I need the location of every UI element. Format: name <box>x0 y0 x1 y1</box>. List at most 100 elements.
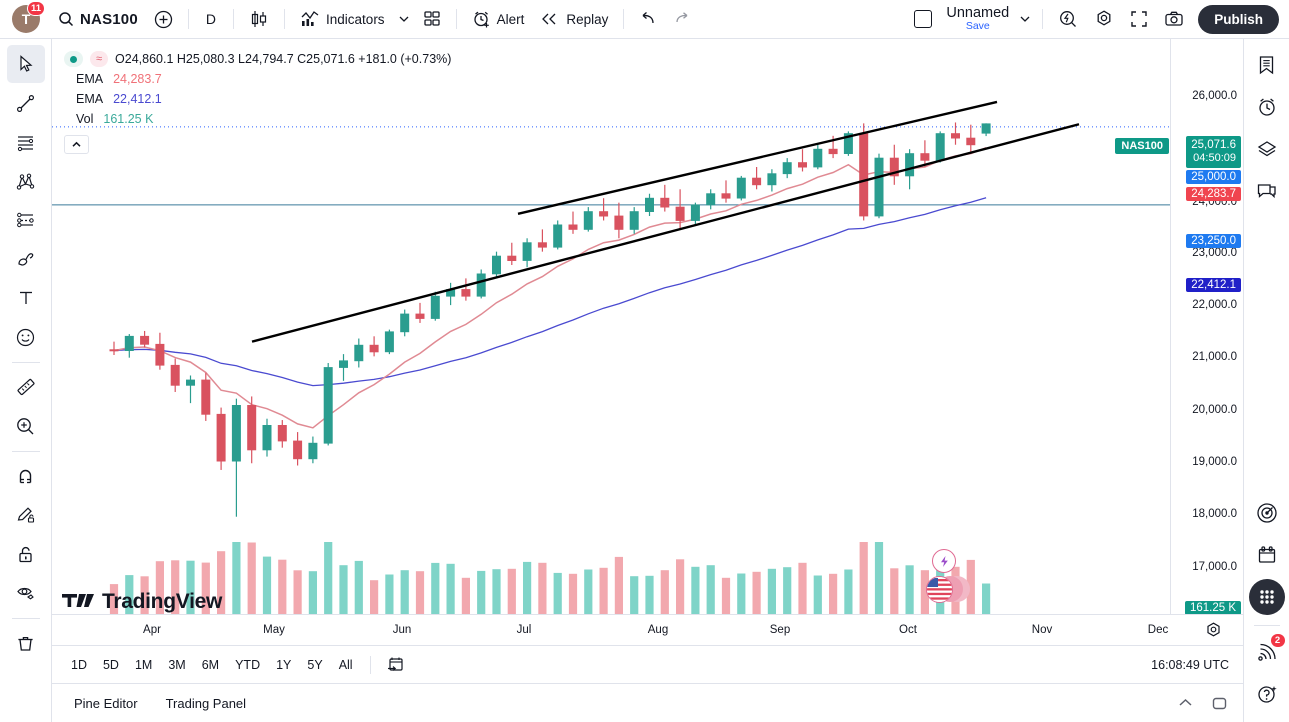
timeframe-1y[interactable]: 1Y <box>276 657 292 672</box>
candle-body[interactable] <box>124 335 134 351</box>
timeframe-ytd[interactable]: YTD <box>235 657 261 672</box>
candle-body[interactable] <box>323 367 333 444</box>
candle-body[interactable] <box>599 211 609 217</box>
candle-body[interactable] <box>889 157 899 177</box>
candle-body[interactable] <box>843 133 853 154</box>
timeframe-all[interactable]: All <box>338 657 353 672</box>
candle-body[interactable] <box>614 215 624 230</box>
candle-body[interactable] <box>706 193 716 206</box>
candle-body[interactable] <box>859 133 869 217</box>
legend-ohlc-row[interactable]: ≈ O24,860.1 H25,080.3 L24,794.7 C25,071.… <box>64 49 451 69</box>
legend-ema-fast-row[interactable]: EMA 24,283.7 <box>64 69 451 89</box>
lock-drawings-button[interactable] <box>7 535 45 573</box>
redo-button[interactable] <box>665 5 699 33</box>
indicators-dropdown-button[interactable] <box>393 5 415 33</box>
candle-body[interactable] <box>553 224 563 248</box>
add-symbol-button[interactable] <box>146 5 181 33</box>
layout-save-link[interactable]: Save <box>965 20 990 33</box>
candle-body[interactable] <box>537 242 547 248</box>
candle-body[interactable] <box>966 137 976 146</box>
help-button[interactable] <box>1249 676 1285 712</box>
snapshot-button[interactable] <box>1156 5 1192 33</box>
legend-volume-row[interactable]: Vol 161.25 K <box>64 109 451 129</box>
candle-body[interactable] <box>905 153 915 177</box>
chart-badges[interactable] <box>926 549 970 603</box>
candle-body[interactable] <box>491 255 501 275</box>
timeframe-6m[interactable]: 6M <box>201 657 220 672</box>
candle-body[interactable] <box>430 295 440 319</box>
legend-ema-slow-row[interactable]: EMA 22,412.1 <box>64 89 451 109</box>
horizontal-line-tag[interactable]: 25,000.0 <box>1186 170 1241 184</box>
alert-button[interactable]: Alert <box>464 5 533 33</box>
chart-clock[interactable]: 16:08:49 UTC <box>1151 657 1229 672</box>
fib-retracement-tool-button[interactable] <box>7 123 45 161</box>
apps-button[interactable] <box>1248 579 1285 615</box>
ideas-button[interactable] <box>1249 495 1285 531</box>
layout-select-button[interactable] <box>906 5 940 33</box>
notifications-button[interactable]: 2 <box>1249 633 1286 670</box>
measure-tool-button[interactable] <box>7 368 45 406</box>
candle-body[interactable] <box>201 379 211 415</box>
candle-body[interactable] <box>981 123 991 134</box>
timeframe-5y[interactable]: 5Y <box>307 657 323 672</box>
templates-button[interactable] <box>415 5 449 33</box>
emoji-tool-button[interactable] <box>7 318 45 356</box>
candle-body[interactable] <box>109 349 119 352</box>
hide-drawings-button[interactable] <box>7 574 45 612</box>
legend-collapse-button[interactable] <box>64 135 89 154</box>
price-chart[interactable] <box>52 39 1171 614</box>
candle-body[interactable] <box>293 440 303 460</box>
volume-tag[interactable]: 161.25 K <box>1184 601 1241 615</box>
chart-pane[interactable]: TradingView <box>52 39 1171 614</box>
user-avatar[interactable]: T 11 <box>12 1 45 33</box>
publish-button[interactable]: Publish <box>1198 4 1279 34</box>
timeframe-1d[interactable]: 1D <box>71 657 87 672</box>
candle-body[interactable] <box>140 335 150 345</box>
timeframe-3m[interactable]: 3M <box>168 657 186 672</box>
candle-body[interactable] <box>920 153 930 161</box>
candle-body[interactable] <box>583 211 593 230</box>
candle-body[interactable] <box>476 273 486 297</box>
watchlist-button[interactable] <box>1249 47 1285 83</box>
remove-drawings-button[interactable] <box>7 624 45 662</box>
candle-body[interactable] <box>185 379 195 386</box>
zoom-tool-button[interactable] <box>7 407 45 445</box>
lightning-badge-icon[interactable] <box>932 549 956 573</box>
candle-body[interactable] <box>935 133 945 161</box>
goto-date-button[interactable] <box>379 652 412 677</box>
candle-body[interactable] <box>507 255 517 262</box>
candle-body[interactable] <box>400 313 410 333</box>
chart-type-button[interactable] <box>241 5 277 33</box>
time-axis-settings-button[interactable] <box>1204 621 1223 640</box>
candle-body[interactable] <box>645 197 655 212</box>
candle-body[interactable] <box>568 224 578 230</box>
ema-fast-tag[interactable]: 24,283.7 <box>1186 187 1241 201</box>
maximize-panel-button[interactable] <box>1205 690 1233 716</box>
candle-body[interactable] <box>813 148 823 168</box>
pine-editor-tab[interactable]: Pine Editor <box>74 695 138 711</box>
time-axis[interactable]: Apr May Jun Jul Aug Sep Oct Nov Dec <box>52 614 1243 646</box>
candle-body[interactable] <box>354 344 364 362</box>
candle-body[interactable] <box>828 148 838 155</box>
quick-search-button[interactable] <box>1050 5 1086 33</box>
alerts-panel-button[interactable] <box>1249 89 1285 125</box>
timeframe-5d[interactable]: 5D <box>102 657 119 672</box>
candle-body[interactable] <box>155 343 165 366</box>
indicators-button[interactable]: Indicators <box>292 5 393 33</box>
stay-in-drawing-mode-button[interactable] <box>7 496 45 534</box>
timeframe-1m[interactable]: 1M <box>134 657 153 672</box>
channel-upper-trendline[interactable] <box>517 100 998 215</box>
candle-body[interactable] <box>277 424 287 442</box>
channel-lower-trendline[interactable] <box>251 123 1080 343</box>
candle-body[interactable] <box>951 133 961 139</box>
candle-body[interactable] <box>629 211 639 230</box>
text-tool-button[interactable] <box>7 279 45 317</box>
trading-panel-tab[interactable]: Trading Panel <box>165 695 247 711</box>
candle-body[interactable] <box>231 404 241 462</box>
price-axis[interactable]: 26,000.025,000.024,000.023,000.022,000.0… <box>1171 39 1243 626</box>
candle-body[interactable] <box>721 193 731 199</box>
layout-dropdown-button[interactable] <box>1015 5 1035 33</box>
calendar-button[interactable] <box>1249 537 1285 573</box>
fullscreen-button[interactable] <box>1122 5 1156 33</box>
undo-button[interactable] <box>631 5 665 33</box>
